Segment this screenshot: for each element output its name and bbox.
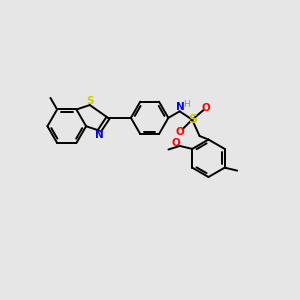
Text: O: O [176, 127, 184, 137]
Text: S: S [188, 113, 197, 126]
Text: O: O [201, 103, 210, 113]
Text: S: S [86, 96, 94, 106]
Text: N: N [95, 130, 104, 140]
Text: O: O [172, 138, 180, 148]
Text: H: H [183, 100, 190, 109]
Text: N: N [176, 103, 184, 112]
